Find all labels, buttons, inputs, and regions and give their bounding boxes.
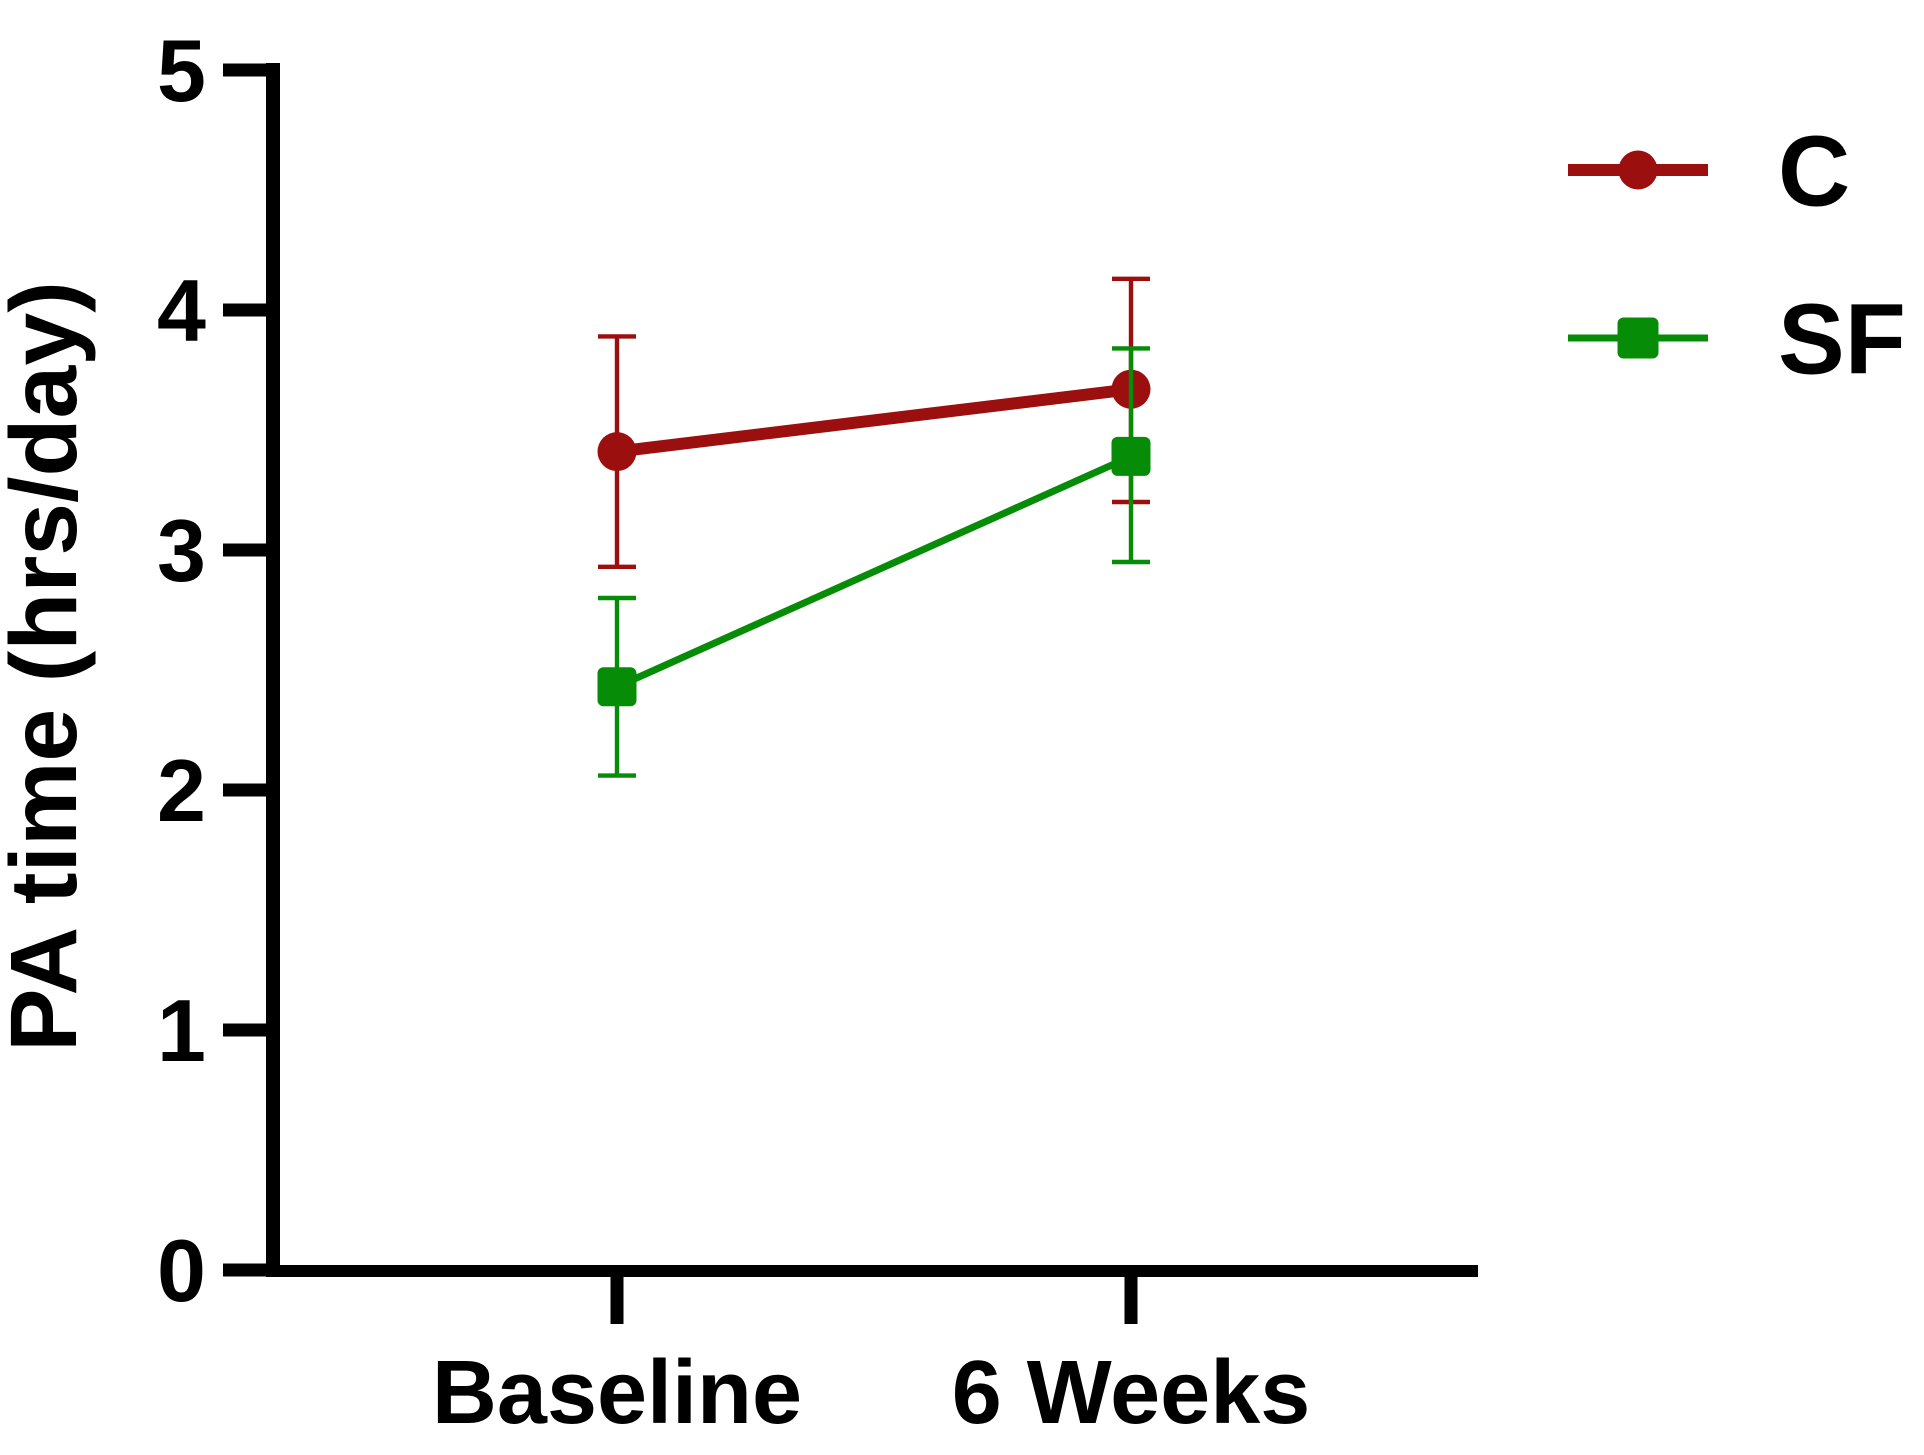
legend-square-marker-icon bbox=[1617, 317, 1659, 359]
data-point-circle-marker bbox=[597, 432, 637, 472]
y-tick-label: 3 bbox=[157, 501, 206, 600]
y-tick-label: 2 bbox=[157, 741, 206, 840]
series-line-SF bbox=[615, 453, 1133, 690]
y-tick-label: 0 bbox=[157, 1221, 206, 1320]
x-tick-label: 6 Weeks bbox=[952, 1343, 1311, 1443]
data-point-square-marker bbox=[597, 667, 637, 707]
legend-label: SF bbox=[1778, 283, 1906, 395]
series-line-C bbox=[616, 383, 1132, 458]
y-tick-label: 5 bbox=[157, 21, 206, 120]
y-tick-label: 4 bbox=[157, 261, 206, 360]
y-tick-label: 1 bbox=[157, 981, 206, 1080]
legend-label: C bbox=[1778, 115, 1850, 227]
y-axis-title: PA time (hrs/day) bbox=[0, 281, 97, 1052]
legend-circle-marker-icon bbox=[1618, 150, 1658, 190]
data-point-square-marker bbox=[1111, 436, 1151, 476]
x-tick-label: Baseline bbox=[432, 1343, 802, 1443]
